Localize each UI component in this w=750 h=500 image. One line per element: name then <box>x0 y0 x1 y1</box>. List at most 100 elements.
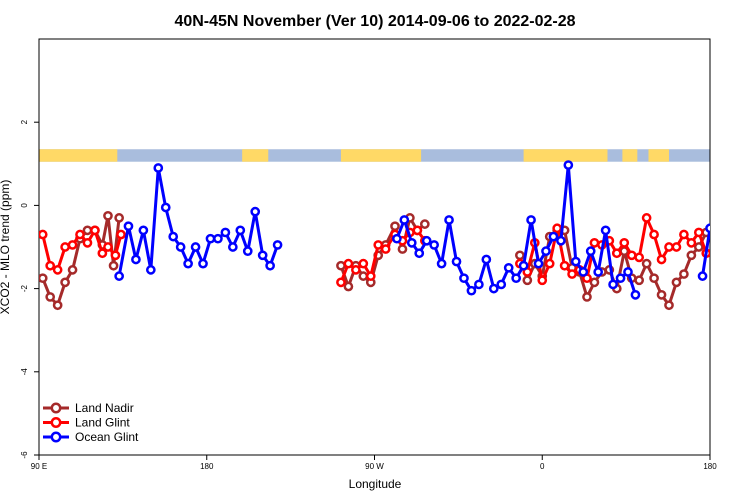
data-point-land-glint <box>358 258 369 269</box>
data-point-land-nadir <box>60 277 70 288</box>
data-point-ocean-glint <box>399 215 410 225</box>
data-point-ocean-glint <box>138 225 149 236</box>
data-point-land-glint <box>351 265 361 275</box>
data-point-land-nadir <box>671 277 682 288</box>
legend-marker <box>50 431 62 443</box>
data-point-land-glint <box>641 213 652 223</box>
series-layer <box>39 160 710 311</box>
y-axis-label: XCO2 - MLO trend (ppm) <box>0 180 12 315</box>
legend-label: Ocean Glint <box>75 430 139 444</box>
data-point-land-glint <box>611 248 622 259</box>
data-point-ocean-glint <box>114 271 124 281</box>
data-point-ocean-glint <box>533 258 544 269</box>
data-point-land-nadir <box>114 213 124 223</box>
data-point-ocean-glint <box>175 242 186 252</box>
data-point-ocean-glint <box>526 215 536 225</box>
data-point-ocean-glint <box>265 260 275 271</box>
legend-label: Land Nadir <box>75 401 134 415</box>
data-point-ocean-glint <box>131 254 141 265</box>
data-point-land-nadir <box>589 277 600 288</box>
data-point-land-glint <box>679 229 689 240</box>
data-point-land-nadir <box>343 281 354 292</box>
data-point-land-glint <box>343 258 354 269</box>
data-point-ocean-glint <box>183 258 193 269</box>
data-point-land-glint <box>60 242 70 252</box>
x-tick-label: 90 W <box>365 462 384 471</box>
data-point-land-glint <box>39 229 48 240</box>
data-point-land-nadir <box>52 300 63 311</box>
land-band-segment <box>340 149 422 162</box>
data-point-ocean-glint <box>548 231 559 242</box>
data-point-ocean-glint <box>451 256 462 267</box>
data-point-land-nadir <box>679 269 689 279</box>
data-point-ocean-glint <box>421 235 432 246</box>
data-point-land-glint <box>589 237 600 248</box>
data-point-ocean-glint <box>518 260 529 271</box>
data-point-ocean-glint <box>145 265 156 275</box>
legend-item-ocean-glint: Ocean Glint <box>43 430 139 444</box>
data-point-land-glint <box>634 252 645 263</box>
data-point-ocean-glint <box>503 262 514 273</box>
data-point-land-glint <box>544 258 555 269</box>
data-point-land-glint <box>116 229 126 240</box>
data-point-ocean-glint <box>585 246 596 257</box>
data-point-land-nadir <box>336 260 346 271</box>
data-point-land-glint <box>373 240 384 250</box>
data-point-ocean-glint <box>168 231 179 242</box>
data-point-ocean-glint <box>272 240 283 250</box>
data-point-land-nadir <box>390 221 400 232</box>
data-point-land-glint <box>649 229 659 240</box>
data-point-land-glint <box>693 227 704 238</box>
legend-marker <box>50 417 62 428</box>
data-point-land-nadir <box>82 225 93 236</box>
data-point-land-nadir <box>641 258 652 269</box>
y-tick-label: -2 <box>20 284 29 292</box>
data-point-land-nadir <box>582 292 592 302</box>
data-point-ocean-glint <box>600 225 611 236</box>
data-point-land-nadir <box>39 273 48 284</box>
x-tick-label: 180 <box>703 462 717 471</box>
data-point-ocean-glint <box>213 233 223 244</box>
x-tick-label: 90 E <box>31 462 47 471</box>
x-tick-label: 180 <box>200 462 214 471</box>
data-point-land-glint <box>664 242 674 252</box>
data-point-land-nadir <box>358 271 369 281</box>
data-point-ocean-glint <box>406 237 417 248</box>
legend-marker <box>50 402 62 414</box>
data-point-ocean-glint <box>429 240 439 250</box>
data-point-land-nadir <box>103 210 113 221</box>
data-point-land-nadir <box>693 242 704 252</box>
data-point-land-glint <box>412 225 423 236</box>
data-point-ocean-glint <box>257 250 268 261</box>
series-land-glint <box>39 213 710 288</box>
data-point-land-nadir <box>634 275 645 286</box>
land-band-segment <box>39 149 118 162</box>
land-band-segment <box>622 149 638 162</box>
data-point-ocean-glint <box>392 233 402 244</box>
x-tick-label: 0 <box>540 462 545 471</box>
data-point-ocean-glint <box>414 248 425 259</box>
data-point-ocean-glint <box>615 273 626 284</box>
data-point-land-glint <box>619 237 630 248</box>
data-point-ocean-glint <box>242 246 253 257</box>
data-point-land-glint <box>552 223 563 234</box>
data-point-land-nadir <box>664 300 674 311</box>
data-point-ocean-glint <box>563 160 574 170</box>
legend-item-land-glint: Land Glint <box>43 416 130 430</box>
data-point-ocean-glint <box>205 233 216 244</box>
data-point-ocean-glint <box>488 283 499 294</box>
data-point-land-glint <box>567 269 577 279</box>
land-band-segment <box>523 149 608 162</box>
data-point-land-glint <box>82 237 93 248</box>
data-point-ocean-glint <box>496 279 507 290</box>
land-ocean-band <box>39 149 710 162</box>
data-point-land-glint <box>686 237 697 248</box>
data-point-ocean-glint <box>198 258 208 269</box>
data-point-ocean-glint <box>697 271 708 281</box>
data-point-land-glint <box>336 277 346 288</box>
data-point-ocean-glint <box>556 235 566 246</box>
data-point-ocean-glint <box>250 206 261 217</box>
data-point-ocean-glint <box>608 279 618 290</box>
data-point-land-nadir <box>649 273 659 284</box>
